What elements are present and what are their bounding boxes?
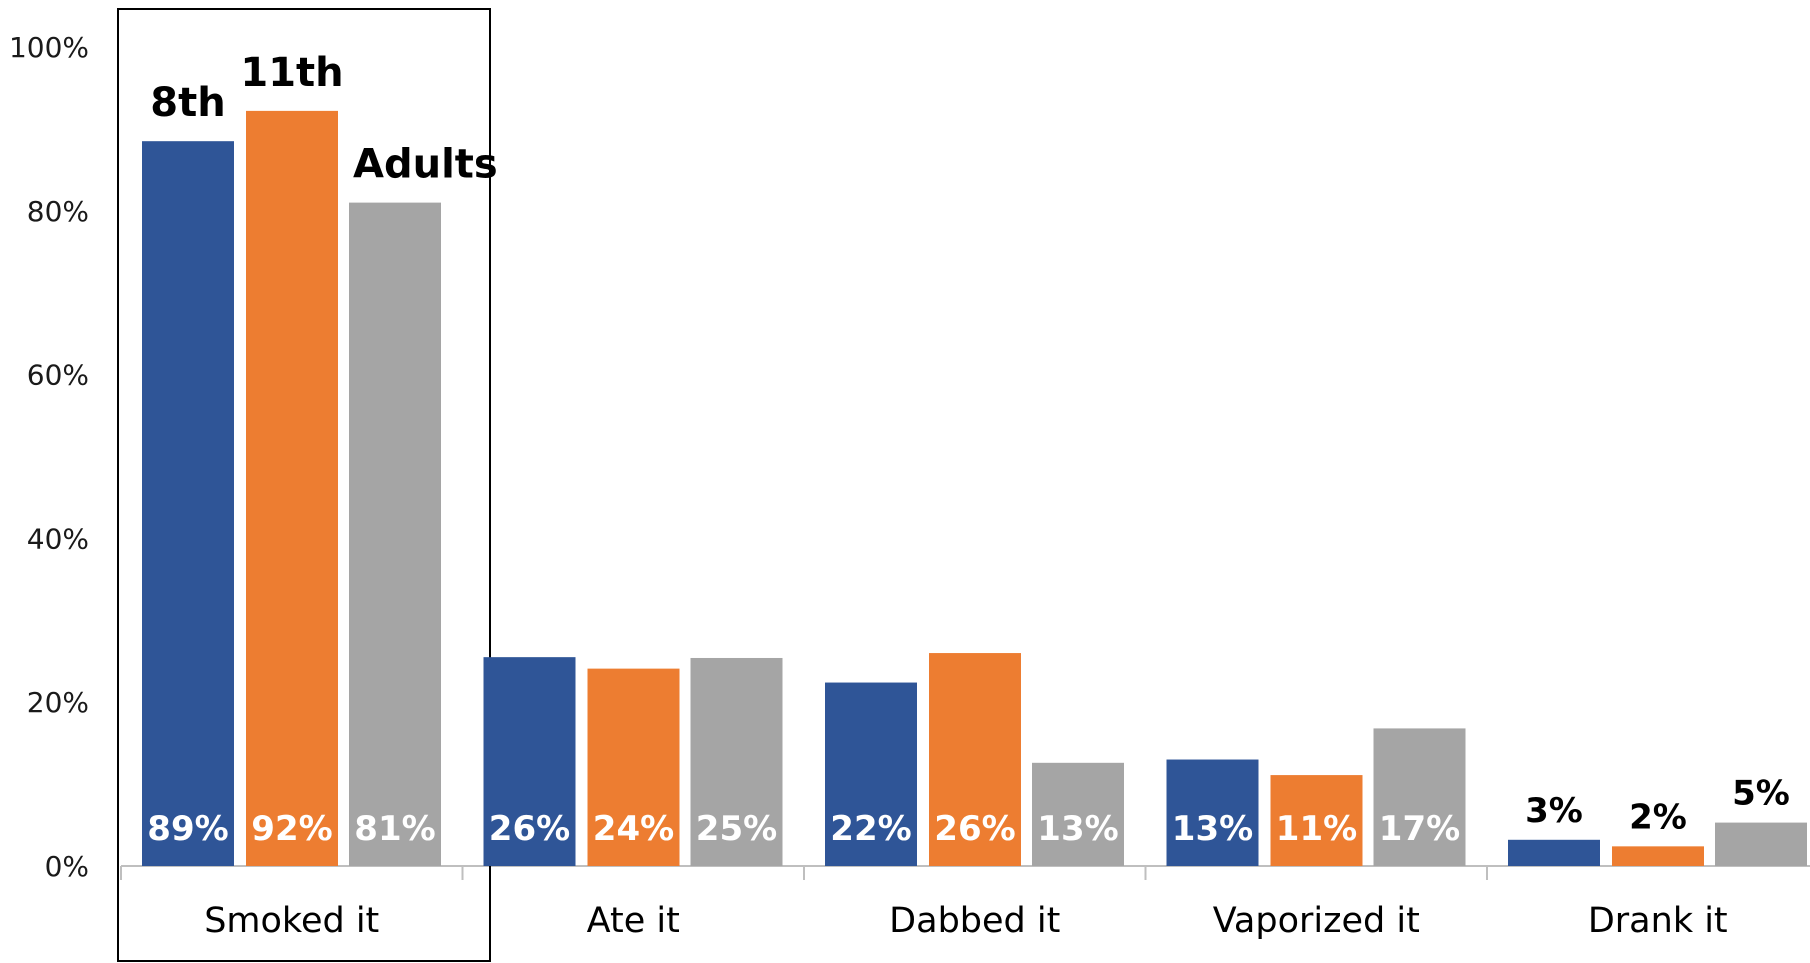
- category-label: Ate it: [587, 901, 680, 941]
- bar: [929, 653, 1021, 866]
- value-labels: 89% 26% 22% 13% 3% 92% 24% 26% 11% 2% 81% 25% 13% 17%…: [147, 774, 1790, 849]
- y-tick-label: 80%: [27, 195, 89, 228]
- value-label: 26%: [489, 809, 570, 849]
- value-label: 5%: [1732, 774, 1790, 814]
- y-tick-label: 100%: [9, 31, 89, 64]
- bar: [142, 141, 234, 866]
- value-label: 2%: [1629, 797, 1687, 837]
- category-labels: Smoked it Ate it Dabbed it Vaporized it Dran…: [204, 901, 1727, 941]
- series-label: Adults: [353, 142, 498, 188]
- value-label: 11%: [1276, 809, 1357, 849]
- bar: [1270, 775, 1363, 866]
- y-tick-label: 40%: [27, 522, 89, 555]
- category-label: Vaporized it: [1213, 901, 1420, 941]
- bar: [1715, 822, 1807, 866]
- bar: [1373, 728, 1466, 866]
- y-axis-ticks: 0% 20% 40% 60% 80% 100%: [9, 31, 89, 883]
- bar: [483, 657, 576, 866]
- value-label: 13%: [1037, 809, 1118, 849]
- series-label: 11th: [240, 50, 343, 96]
- bars: [142, 110, 1807, 867]
- y-tick-label: 20%: [27, 686, 89, 719]
- value-label: 13%: [1172, 809, 1253, 849]
- value-label: 81%: [354, 809, 435, 849]
- category-label: Drank it: [1588, 901, 1728, 941]
- bar: [690, 657, 783, 866]
- bar: [1508, 839, 1600, 866]
- bar: [349, 202, 441, 867]
- y-tick-label: 0%: [45, 850, 89, 883]
- bar: [587, 668, 680, 866]
- bar: [1612, 846, 1704, 866]
- bar: [1166, 759, 1259, 866]
- series-label: 8th: [150, 80, 225, 126]
- value-label: 89%: [147, 809, 228, 849]
- value-label: 92%: [251, 809, 332, 849]
- bar: [825, 682, 917, 866]
- category-label: Smoked it: [204, 901, 379, 941]
- value-label: 17%: [1379, 809, 1460, 849]
- value-label: 26%: [934, 809, 1015, 849]
- y-tick-label: 60%: [27, 359, 89, 392]
- value-label: 24%: [593, 809, 674, 849]
- bar: [246, 110, 338, 866]
- category-label: Dabbed it: [889, 901, 1060, 941]
- x-axis-tick-marks: [120, 866, 1488, 880]
- value-label: 22%: [830, 809, 911, 849]
- value-label: 25%: [696, 809, 777, 849]
- value-label: 3%: [1525, 791, 1583, 831]
- bar: [1032, 762, 1124, 866]
- highlight-box: [117, 8, 491, 962]
